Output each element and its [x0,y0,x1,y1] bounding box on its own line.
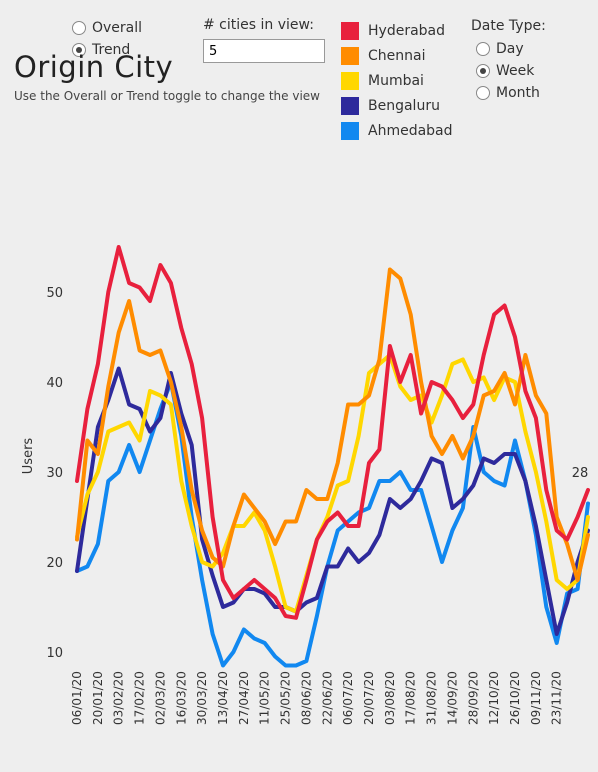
x-tick-label: 09/11/20 [529,671,543,725]
x-tick-label: 08/06/20 [299,671,313,725]
end-value-label: 28 [572,466,589,481]
x-tick-label: 03/02/20 [112,671,126,725]
series-line-mumbai[interactable] [75,353,590,614]
overall-radio-label: Overall [92,20,143,36]
legend-label-ahmedabad: Ahmedabad [368,123,453,139]
x-tick-label: 25/05/20 [279,671,293,725]
page-title: Origin City [14,50,174,84]
x-tick-label: 16/03/20 [174,671,188,725]
cities-in-view-label: # cities in view: [203,17,314,33]
x-tick-label: 17/02/20 [133,671,147,725]
x-tick-label: 28/09/20 [466,671,480,725]
y-tick-label: 40 [46,376,63,391]
legend-item-ahmedabad[interactable]: Ahmedabad [341,122,453,140]
x-tick-label: 06/07/20 [341,671,355,725]
y-tick-label: 30 [46,466,63,481]
legend-swatch-mumbai [341,72,359,90]
legend-swatch-ahmedabad [341,122,359,140]
overall-radio[interactable]: Overall [72,20,142,36]
x-tick-label: 23/11/20 [550,671,564,725]
month-radio-label: Month [496,85,540,101]
page-subtitle: Use the Overall or Trend toggle to chang… [14,89,320,103]
legend-label-mumbai: Mumbai [368,73,424,89]
legend-swatch-hyderabad [341,22,359,40]
trend-radio[interactable]: Trend [72,42,130,58]
day-radio-label: Day [496,41,524,57]
x-tick-label: 03/08/20 [383,671,397,725]
x-tick-label: 26/10/20 [508,671,522,725]
x-tick-label: 11/05/20 [258,671,272,725]
x-tick-label: 06/01/20 [70,671,84,725]
x-tick-label: 12/10/20 [487,671,501,725]
day-radio-indicator [476,42,490,56]
legend-item-chennai[interactable]: Chennai [341,47,425,65]
y-tick-label: 10 [46,646,63,661]
x-tick-label: 17/08/20 [404,671,418,725]
month-radio-indicator [476,86,490,100]
legend-item-hyderabad[interactable]: Hyderabad [341,22,445,40]
cities-in-view-input[interactable] [203,39,325,63]
date-type-label: Date Type: [471,18,546,34]
x-tick-label: 02/03/20 [153,671,167,725]
series-line-hyderabad[interactable] [75,245,590,620]
legend-label-bengaluru: Bengaluru [368,98,440,114]
x-tick-label: 20/01/20 [91,671,105,725]
trend-radio-indicator [72,43,86,57]
legend-label-chennai: Chennai [368,48,426,64]
legend-item-mumbai[interactable]: Mumbai [341,72,424,90]
x-tick-label: 27/04/20 [237,671,251,725]
month-radio[interactable]: Month [476,85,540,101]
x-axis: 06/01/20 20/01/20 03/02/20 17/02/20 02/03/20… [70,671,564,725]
series-line-bengaluru[interactable] [75,366,590,636]
series-lines [75,245,590,668]
day-radio[interactable]: Day [476,41,524,57]
x-tick-label: 22/06/20 [320,671,334,725]
week-radio-indicator [476,64,490,78]
legend-item-bengaluru[interactable]: Bengaluru [341,97,440,115]
legend-swatch-bengaluru [341,97,359,115]
series-line-chennai[interactable] [75,267,590,582]
week-radio[interactable]: Week [476,63,534,79]
y-tick-label: 20 [46,556,63,571]
x-tick-label: 14/09/20 [445,671,459,725]
x-tick-label: 20/07/20 [362,671,376,725]
legend-label-hyderabad: Hyderabad [368,23,445,39]
y-axis: 10 20 30 40 50 [46,286,63,661]
legend-swatch-chennai [341,47,359,65]
x-tick-label: 30/03/20 [195,671,209,725]
y-axis-label: Users [21,438,36,475]
week-radio-label: Week [496,63,535,79]
trend-radio-label: Trend [92,42,131,58]
x-tick-label: 13/04/20 [216,671,230,725]
y-tick-label: 50 [46,286,63,301]
overall-radio-indicator [72,21,86,35]
x-tick-label: 31/08/20 [425,671,439,725]
